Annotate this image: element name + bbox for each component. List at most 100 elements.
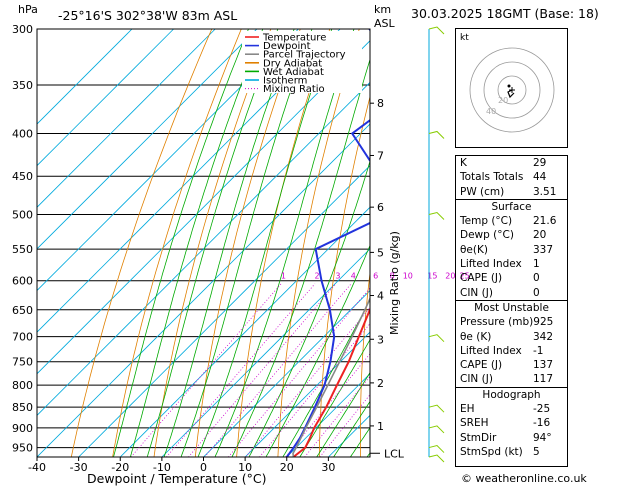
km-tick-label: 1 (377, 420, 384, 433)
index-key: Lifted Index (460, 344, 522, 357)
wet-adiabat (163, 29, 295, 457)
wind-barb (428, 130, 445, 139)
isotherm (37, 29, 299, 292)
mixing-ratio-axis-label: Mixing Ratio (g/kg) (388, 231, 401, 335)
index-value: 0 (533, 272, 540, 285)
index-row: EH -25 (456, 402, 567, 416)
x-tick-label: -30 (70, 461, 88, 474)
indices-panel: K 29 Totals Totals 44 PW (cm) 3.51 Surface Temp… (455, 155, 568, 467)
index-value: 1 (533, 258, 540, 271)
mixing-ratio-tick-label: 20 (445, 272, 455, 281)
index-key: SREH (460, 417, 489, 430)
x-tick-label: 0 (200, 461, 207, 474)
index-value: 21.6 (533, 215, 557, 228)
index-key: Lifted Index (460, 258, 522, 271)
storm-motion-marker (507, 84, 511, 88)
wet-adiabat (197, 29, 333, 457)
mixing-ratio-line (259, 322, 370, 457)
wet-adiabat (113, 29, 249, 457)
isotherm (119, 206, 370, 457)
temperature-line (292, 307, 370, 457)
x-tick-label: 10 (238, 461, 252, 474)
lcl-label: LCL (384, 447, 405, 460)
mixing-ratio-tick-label: 15 (427, 272, 437, 281)
index-row: PW (cm) 3.51 (456, 185, 567, 199)
hodograph-ring (483, 61, 541, 119)
index-row: CIN (J) 117 (456, 372, 567, 386)
index-value: 20 (533, 229, 547, 242)
mixing-ratio-line (304, 375, 370, 457)
dry-adiabat (359, 269, 370, 457)
index-row: CIN (J) 0 (456, 286, 567, 300)
hodograph-ring-label: 40 (486, 107, 496, 116)
km-tick-label: 8 (377, 97, 384, 110)
dry-adiabat (153, 29, 272, 457)
index-row: θe (K) 342 (456, 330, 567, 344)
mixing-ratio-tick-label: 8 (390, 272, 395, 281)
index-key: CIN (J) (460, 373, 493, 386)
isotherm (37, 29, 258, 250)
mixing-ratio-tick-label: 4 (351, 272, 356, 281)
wind-barb (428, 404, 445, 413)
isotherm (161, 248, 370, 457)
datetime-header: 30.03.2025 18GMT (Base: 18) (411, 6, 599, 21)
km-tick-label: 2 (377, 377, 384, 390)
index-key: K (460, 157, 467, 169)
pressure-tick-label: 600 (12, 275, 33, 288)
legend-box (242, 31, 362, 93)
wind-barb (428, 425, 445, 434)
index-section-header: Most Unstable (456, 299, 567, 315)
mixing-ratio-tick-label: 2 (315, 272, 320, 281)
x-axis-label: Dewpoint / Temperature (°C) (87, 471, 266, 486)
wet-adiabat (248, 159, 370, 457)
km-tick-label: 5 (377, 246, 384, 259)
isotherm (37, 123, 370, 457)
wet-adiabat (214, 29, 355, 457)
index-key: PW (cm) (460, 185, 505, 198)
index-key: CAPE (J) (460, 359, 503, 372)
isotherm (37, 81, 370, 416)
pressure-tick-label: 450 (12, 170, 33, 183)
index-row: StmDir 94° (456, 431, 567, 445)
mixing-ratio-line (285, 353, 370, 457)
index-row: Temp (°C) 21.6 (456, 214, 567, 228)
index-row: SREH -16 (456, 416, 567, 430)
pressure-tick-label: 550 (12, 243, 33, 256)
mixing-ratio-line (204, 283, 352, 457)
legend-entry: Wet Adiabat (263, 67, 324, 78)
legend-entry: Dewpoint (263, 41, 311, 52)
isotherm (37, 40, 370, 375)
hodograph-panel: kt 20 40 (455, 28, 568, 148)
index-key: Temp (°C) (460, 215, 513, 228)
legend-entry: Dry Adiabat (263, 58, 322, 69)
index-value: -16 (533, 417, 551, 430)
index-section-header: Hodograph (456, 386, 567, 402)
dry-adiabat (194, 29, 301, 457)
pressure-tick-label: 700 (12, 331, 33, 344)
mixing-ratio-tick-label: 3 (335, 272, 340, 281)
index-key: CAPE (J) (460, 272, 503, 285)
pressure-tick-label: 400 (12, 127, 33, 140)
hodograph-ring-label: 20 (498, 96, 508, 105)
x-tick-label: 20 (280, 461, 294, 474)
km-tick-label: 6 (377, 201, 384, 214)
index-value: 137 (533, 359, 554, 372)
wet-adiabat (265, 244, 370, 457)
index-section-header: Surface (456, 198, 567, 214)
wind-barb (428, 26, 445, 35)
pressure-tick-label: 850 (12, 401, 33, 414)
index-key: EH (460, 403, 475, 416)
index-row: θe(K) 337 (456, 243, 567, 257)
dry-adiabat (70, 29, 213, 457)
isotherm (37, 29, 133, 125)
wet-adiabat (299, 339, 370, 457)
index-value: 337 (533, 243, 554, 256)
index-value: 0 (533, 286, 540, 299)
wet-adiabat (316, 371, 370, 457)
dry-adiabat (112, 29, 242, 457)
dry-adiabat (583, 29, 609, 457)
parcel-trajectory-line (292, 296, 370, 457)
wet-adiabat (180, 29, 313, 457)
